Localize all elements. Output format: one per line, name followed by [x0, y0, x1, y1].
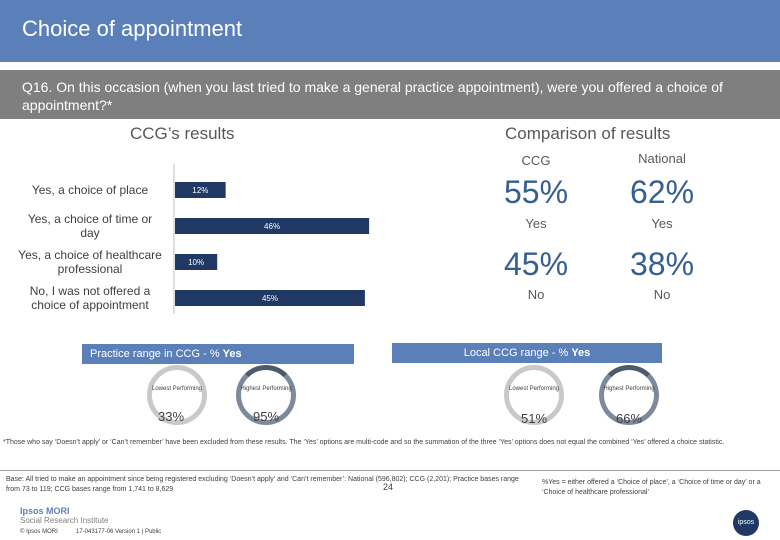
question-bar: Q16. On this occasion (when you last tri… — [0, 70, 780, 119]
bar-0 — [175, 182, 226, 198]
category-label-line: Yes, a choice of healthcare — [18, 248, 162, 262]
bar-2 — [175, 254, 218, 270]
comparison-col-national: National — [638, 151, 686, 166]
national-no-label: No — [653, 287, 671, 302]
ccg-yes-label: Yes — [525, 216, 547, 231]
local-range-label: Local CCG range - % — [463, 347, 572, 359]
national-yes-label: Yes — [651, 216, 673, 231]
page-number: 24 — [383, 482, 394, 492]
practice-highest-value: 95% — [252, 409, 280, 424]
local-highest-donut — [599, 365, 659, 425]
category-label-line: No, I was not offered a — [29, 284, 151, 298]
local-lowest-donut — [504, 365, 564, 425]
category-label-line: day — [80, 226, 100, 240]
practice-lowest-donut — [147, 365, 207, 425]
bar-3 — [175, 290, 365, 306]
national-yes-value: 62% — [629, 174, 695, 210]
comparison-heading: Comparison of results — [505, 124, 671, 143]
category-label-3: No, I was not offered a choice of appoint… — [10, 284, 170, 312]
category-label-1: Yes, a choice of time or day — [10, 212, 170, 240]
local-highest-label: Highest Performing — [603, 386, 655, 392]
footnote: *Those who say ‘Doesn’t apply’ or ‘Can’t… — [3, 439, 725, 446]
job-reference: 17-043177-06 Version 1 | Public — [76, 529, 162, 535]
category-label-2: Yes, a choice of healthcare professional — [10, 248, 170, 276]
category-label-0: Yes, a choice of place — [10, 183, 170, 197]
bar-1 — [175, 218, 370, 234]
category-label-line: professional — [57, 262, 123, 276]
practice-range-label-bold: Yes — [222, 348, 242, 360]
bar-value-label-1: 46% — [264, 222, 280, 231]
local-highest-value: 66% — [615, 411, 643, 426]
question-text: Q16. On this occasion (when you last tri… — [22, 79, 723, 113]
category-label-line: Yes, a choice of place — [31, 183, 149, 197]
yes-definition: %Yes = either offered a ‘Choice of place… — [542, 479, 761, 496]
practice-range-bar: Practice range in CCG - % Yes — [82, 344, 354, 364]
bar-value-label-3: 45% — [262, 294, 278, 303]
national-no-value: 38% — [629, 246, 695, 282]
title-bar: Choice of appointment — [0, 0, 780, 62]
copyright: © Ipsos MORI — [20, 529, 58, 535]
comparison-col-ccg: CCG — [521, 153, 551, 168]
practice-range-label: Practice range in CCG - % — [90, 348, 223, 360]
local-lowest-value: 51% — [520, 411, 548, 426]
ccg-no-value: 45% — [503, 246, 569, 282]
page-title: Choice of appointment — [22, 16, 243, 41]
practice-highest-donut — [236, 365, 296, 425]
category-label-line: choice of appointment — [31, 298, 149, 312]
bar-value-label-0: 12% — [192, 186, 208, 195]
practice-lowest-value: 33% — [157, 409, 185, 424]
ccg-results-heading: CCG’s results — [130, 124, 235, 143]
bar-value-label-2: 10% — [188, 258, 204, 267]
category-label-line: Yes, a choice of time or — [27, 212, 153, 226]
logo-line2: Social Research Institute — [20, 516, 109, 525]
base-text: Base: All tried to make an appointment s… — [6, 476, 519, 493]
divider — [0, 470, 780, 471]
local-range-bar: Local CCG range - % Yes — [392, 343, 662, 363]
ccg-no-label: No — [527, 287, 545, 302]
ipsos-mori-logo: Ipsos MORI Social Research Institute — [20, 506, 109, 526]
ipsos-badge-icon: ipsos — [733, 510, 759, 536]
practice-highest-label: Highest Performing — [240, 386, 292, 392]
ccg-yes-value: 55% — [503, 174, 569, 210]
ccg-bar-chart: 12% 46% 10% 45% — [173, 164, 370, 314]
logo-line1: Ipsos MORI — [20, 506, 70, 516]
local-range-label-bold: Yes — [571, 347, 591, 359]
local-lowest-label: Lowest Performing — [508, 386, 560, 392]
practice-lowest-label: Lowest Performing — [151, 386, 203, 392]
